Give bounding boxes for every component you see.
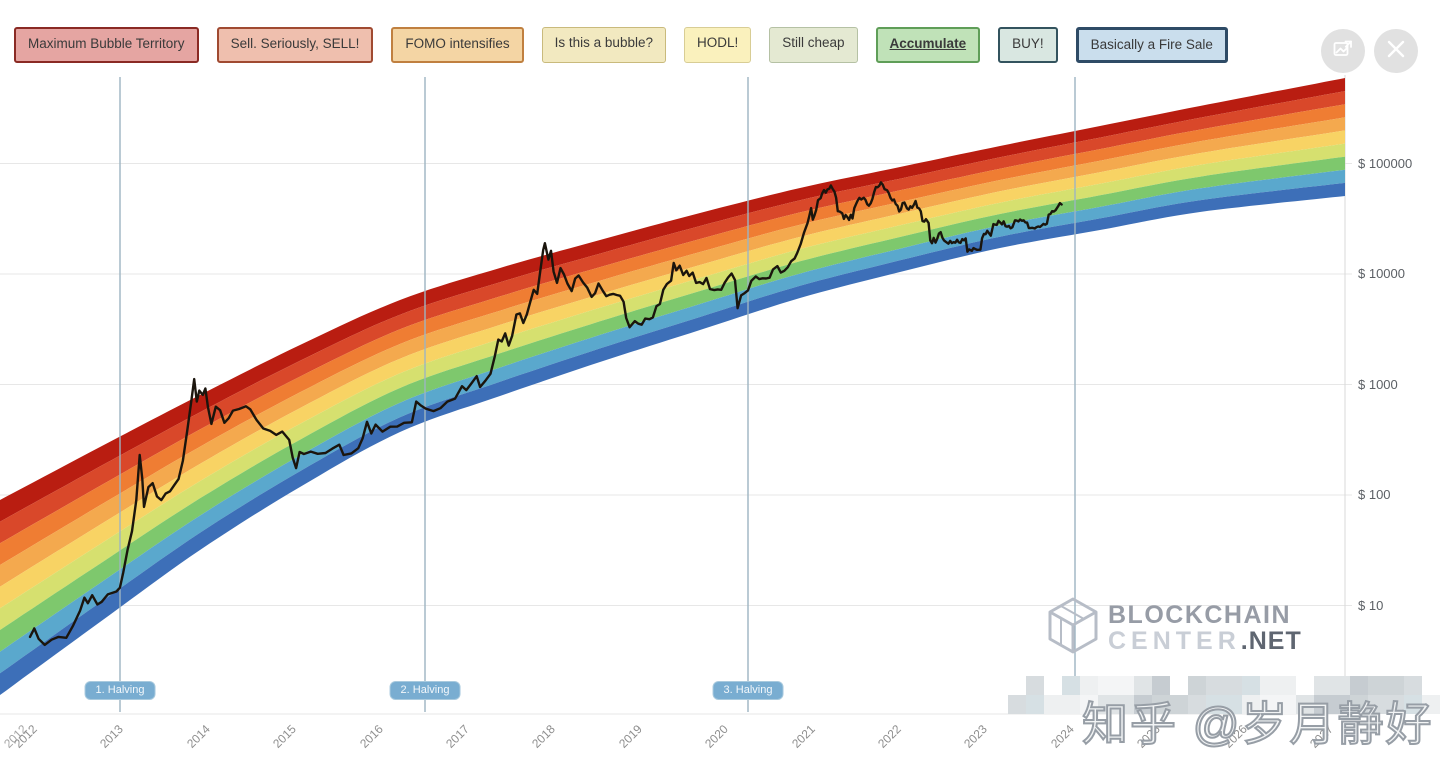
legend-button-is-this-a-bubble-[interactable]: Is this a bubble? xyxy=(541,27,666,63)
mosaic-cell xyxy=(1332,695,1350,714)
mosaic-cell xyxy=(1188,695,1206,714)
mosaic-cell xyxy=(1008,695,1026,714)
legend-button-accumulate[interactable]: Accumulate xyxy=(875,27,981,63)
mosaic-cell xyxy=(1332,676,1350,695)
mosaic-cell xyxy=(1350,695,1368,714)
mosaic-cell xyxy=(1368,695,1386,714)
mosaic-cell xyxy=(1386,676,1404,695)
mosaic-cell xyxy=(1242,695,1260,714)
mosaic-cell xyxy=(1314,695,1332,714)
mosaic-cell xyxy=(1134,695,1152,714)
mosaic-cell xyxy=(1224,695,1242,714)
close-button[interactable] xyxy=(1374,29,1418,73)
mosaic-cell xyxy=(1260,676,1278,695)
y-axis-label-100: $ 100 xyxy=(1358,487,1391,502)
mosaic-cell xyxy=(1080,695,1098,714)
mosaic-cell xyxy=(1260,695,1278,714)
mosaic-cell xyxy=(1422,695,1440,714)
mosaic-cell xyxy=(1062,676,1080,695)
mosaic-cell xyxy=(1368,676,1386,695)
y-axis-label-1000: $ 1000 xyxy=(1358,376,1398,392)
mosaic-cell xyxy=(1404,695,1422,714)
mosaic-cell xyxy=(1116,695,1134,714)
legend-button-fomo-intensifies[interactable]: FOMO intensifies xyxy=(391,27,524,63)
mosaic-cell xyxy=(1404,676,1422,695)
price-line-bitcoin-price xyxy=(28,181,1063,647)
mosaic-cell xyxy=(1116,676,1134,695)
halving-pill-2: 2. Halving xyxy=(389,681,461,700)
legend-button-basically-a-fire-sale[interactable]: Basically a Fire Sale xyxy=(1075,27,1228,63)
mosaic-cell xyxy=(1188,676,1206,695)
logo-line1: BLOCKCHAIN xyxy=(1108,601,1292,629)
blockchaincenter-logo: BLOCKCHAIN CENTER.NET xyxy=(1046,596,1302,661)
mosaic-cell xyxy=(1224,676,1242,695)
export-image-icon xyxy=(1332,38,1354,65)
logo-line2: CENTER.NET xyxy=(1108,626,1302,655)
mosaic-cell xyxy=(1296,695,1314,714)
mosaic-cell xyxy=(1206,695,1224,714)
mosaic-cell xyxy=(1314,676,1332,695)
mosaic-cell xyxy=(1134,676,1152,695)
legend-button-sell-seriously-sell-[interactable]: Sell. Seriously, SELL! xyxy=(216,27,374,63)
halving-pill-3: 3. Halving xyxy=(712,681,784,700)
mosaic-cell xyxy=(1026,676,1044,695)
band-legend: Maximum Bubble Territory Sell. Seriously,… xyxy=(14,27,1228,63)
legend-button-maximum-bubble-territory[interactable]: Maximum Bubble Territory xyxy=(14,27,199,63)
y-axis-label-10000: $ 10000 xyxy=(1358,266,1405,281)
mosaic-cell xyxy=(1026,695,1044,714)
mosaic-cell xyxy=(1350,676,1368,695)
export-image-button[interactable] xyxy=(1321,29,1365,73)
mosaic-cell xyxy=(1080,676,1098,695)
mosaic-cell xyxy=(1242,676,1260,695)
mosaic-cell xyxy=(1062,695,1080,714)
blockchaincenter-wordmark: BLOCKCHAIN CENTER.NET xyxy=(1108,601,1302,655)
legend-button-hodl-[interactable]: HODL! xyxy=(683,27,752,63)
mosaic-cell xyxy=(1044,695,1062,714)
halving-pill-1: 1. Halving xyxy=(84,681,156,700)
mosaic-cell xyxy=(1098,695,1116,714)
mosaic-cell xyxy=(1170,695,1188,714)
blockchaincenter-cube-icon xyxy=(1046,596,1100,661)
mosaic-cell xyxy=(1098,676,1116,695)
close-icon xyxy=(1385,38,1407,65)
legend-button-still-cheap[interactable]: Still cheap xyxy=(769,27,858,63)
mosaic-cell xyxy=(1278,676,1296,695)
y-axis-label-100000: $ 100000 xyxy=(1358,155,1413,171)
censor-mosaic xyxy=(1008,676,1440,714)
mosaic-cell xyxy=(1206,676,1224,695)
zhihu-user-watermark: 知乎 @岁月静好 xyxy=(1081,697,1434,751)
mosaic-cell xyxy=(1386,695,1404,714)
mosaic-cell xyxy=(1278,695,1296,714)
legend-button-buy-[interactable]: BUY! xyxy=(998,27,1058,63)
mosaic-cell xyxy=(1152,676,1170,695)
mosaic-cell xyxy=(1152,695,1170,714)
y-axis-label-10: $ 10 xyxy=(1358,597,1384,613)
